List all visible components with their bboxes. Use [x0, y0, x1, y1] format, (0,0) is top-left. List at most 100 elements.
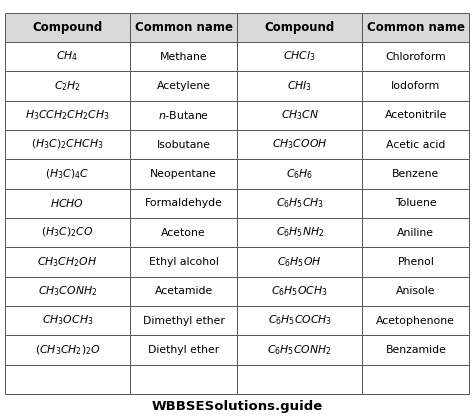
Text: Iodoform: Iodoform: [391, 81, 440, 91]
Bar: [5, 218, 130, 247]
Bar: [363, 335, 469, 365]
Text: Aniline: Aniline: [397, 228, 434, 238]
Text: $(CH_3CH_2)_2O$: $(CH_3CH_2)_2O$: [35, 343, 100, 357]
Bar: [237, 306, 363, 335]
Bar: [363, 101, 469, 130]
Text: Common name: Common name: [367, 21, 465, 34]
Bar: [130, 159, 237, 189]
Text: $CH_4$: $CH_4$: [56, 50, 79, 63]
Text: $C_2H_2$: $C_2H_2$: [54, 79, 81, 93]
Text: WBBSESolutions.guide: WBBSESolutions.guide: [151, 400, 323, 413]
Bar: [5, 71, 130, 101]
Text: Diethyl ether: Diethyl ether: [148, 345, 219, 355]
Bar: [5, 247, 130, 277]
Bar: [130, 306, 237, 335]
Text: $n$-Butane: $n$-Butane: [158, 109, 209, 121]
Text: Acetonitrile: Acetonitrile: [385, 110, 447, 120]
Bar: [130, 335, 237, 365]
Text: $HCHO$: $HCHO$: [50, 197, 84, 209]
Bar: [363, 306, 469, 335]
Text: Formaldehyde: Formaldehyde: [145, 198, 222, 208]
Text: Neopentane: Neopentane: [150, 169, 217, 179]
Text: $CH_3CN$: $CH_3CN$: [281, 109, 319, 122]
Text: $C_6H_6$: $C_6H_6$: [286, 167, 313, 181]
Bar: [363, 365, 469, 394]
Bar: [5, 306, 130, 335]
Text: $C_6H_5OH$: $C_6H_5OH$: [277, 255, 322, 269]
Bar: [363, 277, 469, 306]
Text: Methane: Methane: [160, 52, 208, 62]
Text: $CH_3OCH_3$: $CH_3OCH_3$: [42, 314, 93, 327]
Bar: [363, 42, 469, 71]
Text: Benzene: Benzene: [392, 169, 439, 179]
Text: $H_3CCH_2CH_2CH_3$: $H_3CCH_2CH_2CH_3$: [25, 109, 110, 122]
Text: Dimethyl ether: Dimethyl ether: [143, 316, 225, 326]
Bar: [5, 335, 130, 365]
Bar: [237, 130, 363, 159]
Text: $CH_3CH_2OH$: $CH_3CH_2OH$: [37, 255, 98, 269]
Text: Isobutane: Isobutane: [156, 140, 210, 150]
Bar: [363, 247, 469, 277]
Text: Compound: Compound: [32, 21, 102, 34]
Text: $(H_3C)_2CO$: $(H_3C)_2CO$: [41, 226, 94, 239]
Text: Acetone: Acetone: [161, 228, 206, 238]
Bar: [237, 101, 363, 130]
Bar: [5, 101, 130, 130]
Bar: [5, 277, 130, 306]
Bar: [363, 130, 469, 159]
Bar: [237, 365, 363, 394]
Bar: [5, 42, 130, 71]
Bar: [130, 71, 237, 101]
Text: Phenol: Phenol: [397, 257, 434, 267]
Text: $C_6H_5COCH_3$: $C_6H_5COCH_3$: [268, 314, 332, 327]
Text: Acetic acid: Acetic acid: [386, 140, 446, 150]
Bar: [237, 71, 363, 101]
Text: Benzamide: Benzamide: [385, 345, 447, 355]
Bar: [130, 101, 237, 130]
Text: $C_6H_5CH_3$: $C_6H_5CH_3$: [276, 197, 324, 210]
Bar: [363, 13, 469, 42]
Text: Common name: Common name: [135, 21, 233, 34]
Text: Acetamide: Acetamide: [155, 286, 213, 296]
Text: $(H_3C)_2CHCH_3$: $(H_3C)_2CHCH_3$: [31, 138, 104, 151]
Text: $CH_3CONH_2$: $CH_3CONH_2$: [38, 285, 97, 298]
Bar: [130, 365, 237, 394]
Text: Chloroform: Chloroform: [385, 52, 446, 62]
Bar: [237, 42, 363, 71]
Bar: [130, 247, 237, 277]
Bar: [130, 218, 237, 247]
Bar: [237, 218, 363, 247]
Text: $C_6H_5OCH_3$: $C_6H_5OCH_3$: [272, 285, 328, 298]
Bar: [130, 189, 237, 218]
Text: $(H_3C)_4C$: $(H_3C)_4C$: [46, 167, 90, 181]
Bar: [5, 13, 130, 42]
Bar: [237, 189, 363, 218]
Text: $CHI_3$: $CHI_3$: [287, 79, 312, 93]
Text: Ethyl alcohol: Ethyl alcohol: [149, 257, 219, 267]
Bar: [130, 277, 237, 306]
Bar: [363, 218, 469, 247]
Bar: [130, 130, 237, 159]
Text: $C_6H_5NH_2$: $C_6H_5NH_2$: [275, 226, 324, 239]
Bar: [5, 159, 130, 189]
Bar: [237, 13, 363, 42]
Text: Acetophenone: Acetophenone: [376, 316, 456, 326]
Bar: [5, 130, 130, 159]
Text: Compound: Compound: [264, 21, 335, 34]
Bar: [237, 335, 363, 365]
Text: Toluene: Toluene: [395, 198, 437, 208]
Bar: [363, 159, 469, 189]
Bar: [5, 189, 130, 218]
Bar: [237, 159, 363, 189]
Bar: [237, 277, 363, 306]
Bar: [130, 42, 237, 71]
Bar: [363, 189, 469, 218]
Bar: [5, 365, 130, 394]
Bar: [130, 13, 237, 42]
Text: $C_6H_5CONH_2$: $C_6H_5CONH_2$: [267, 343, 332, 357]
Text: $CH_3COOH$: $CH_3COOH$: [272, 138, 328, 151]
Bar: [363, 71, 469, 101]
Text: Anisole: Anisole: [396, 286, 436, 296]
Text: $CHCl_3$: $CHCl_3$: [283, 50, 316, 63]
Bar: [237, 247, 363, 277]
